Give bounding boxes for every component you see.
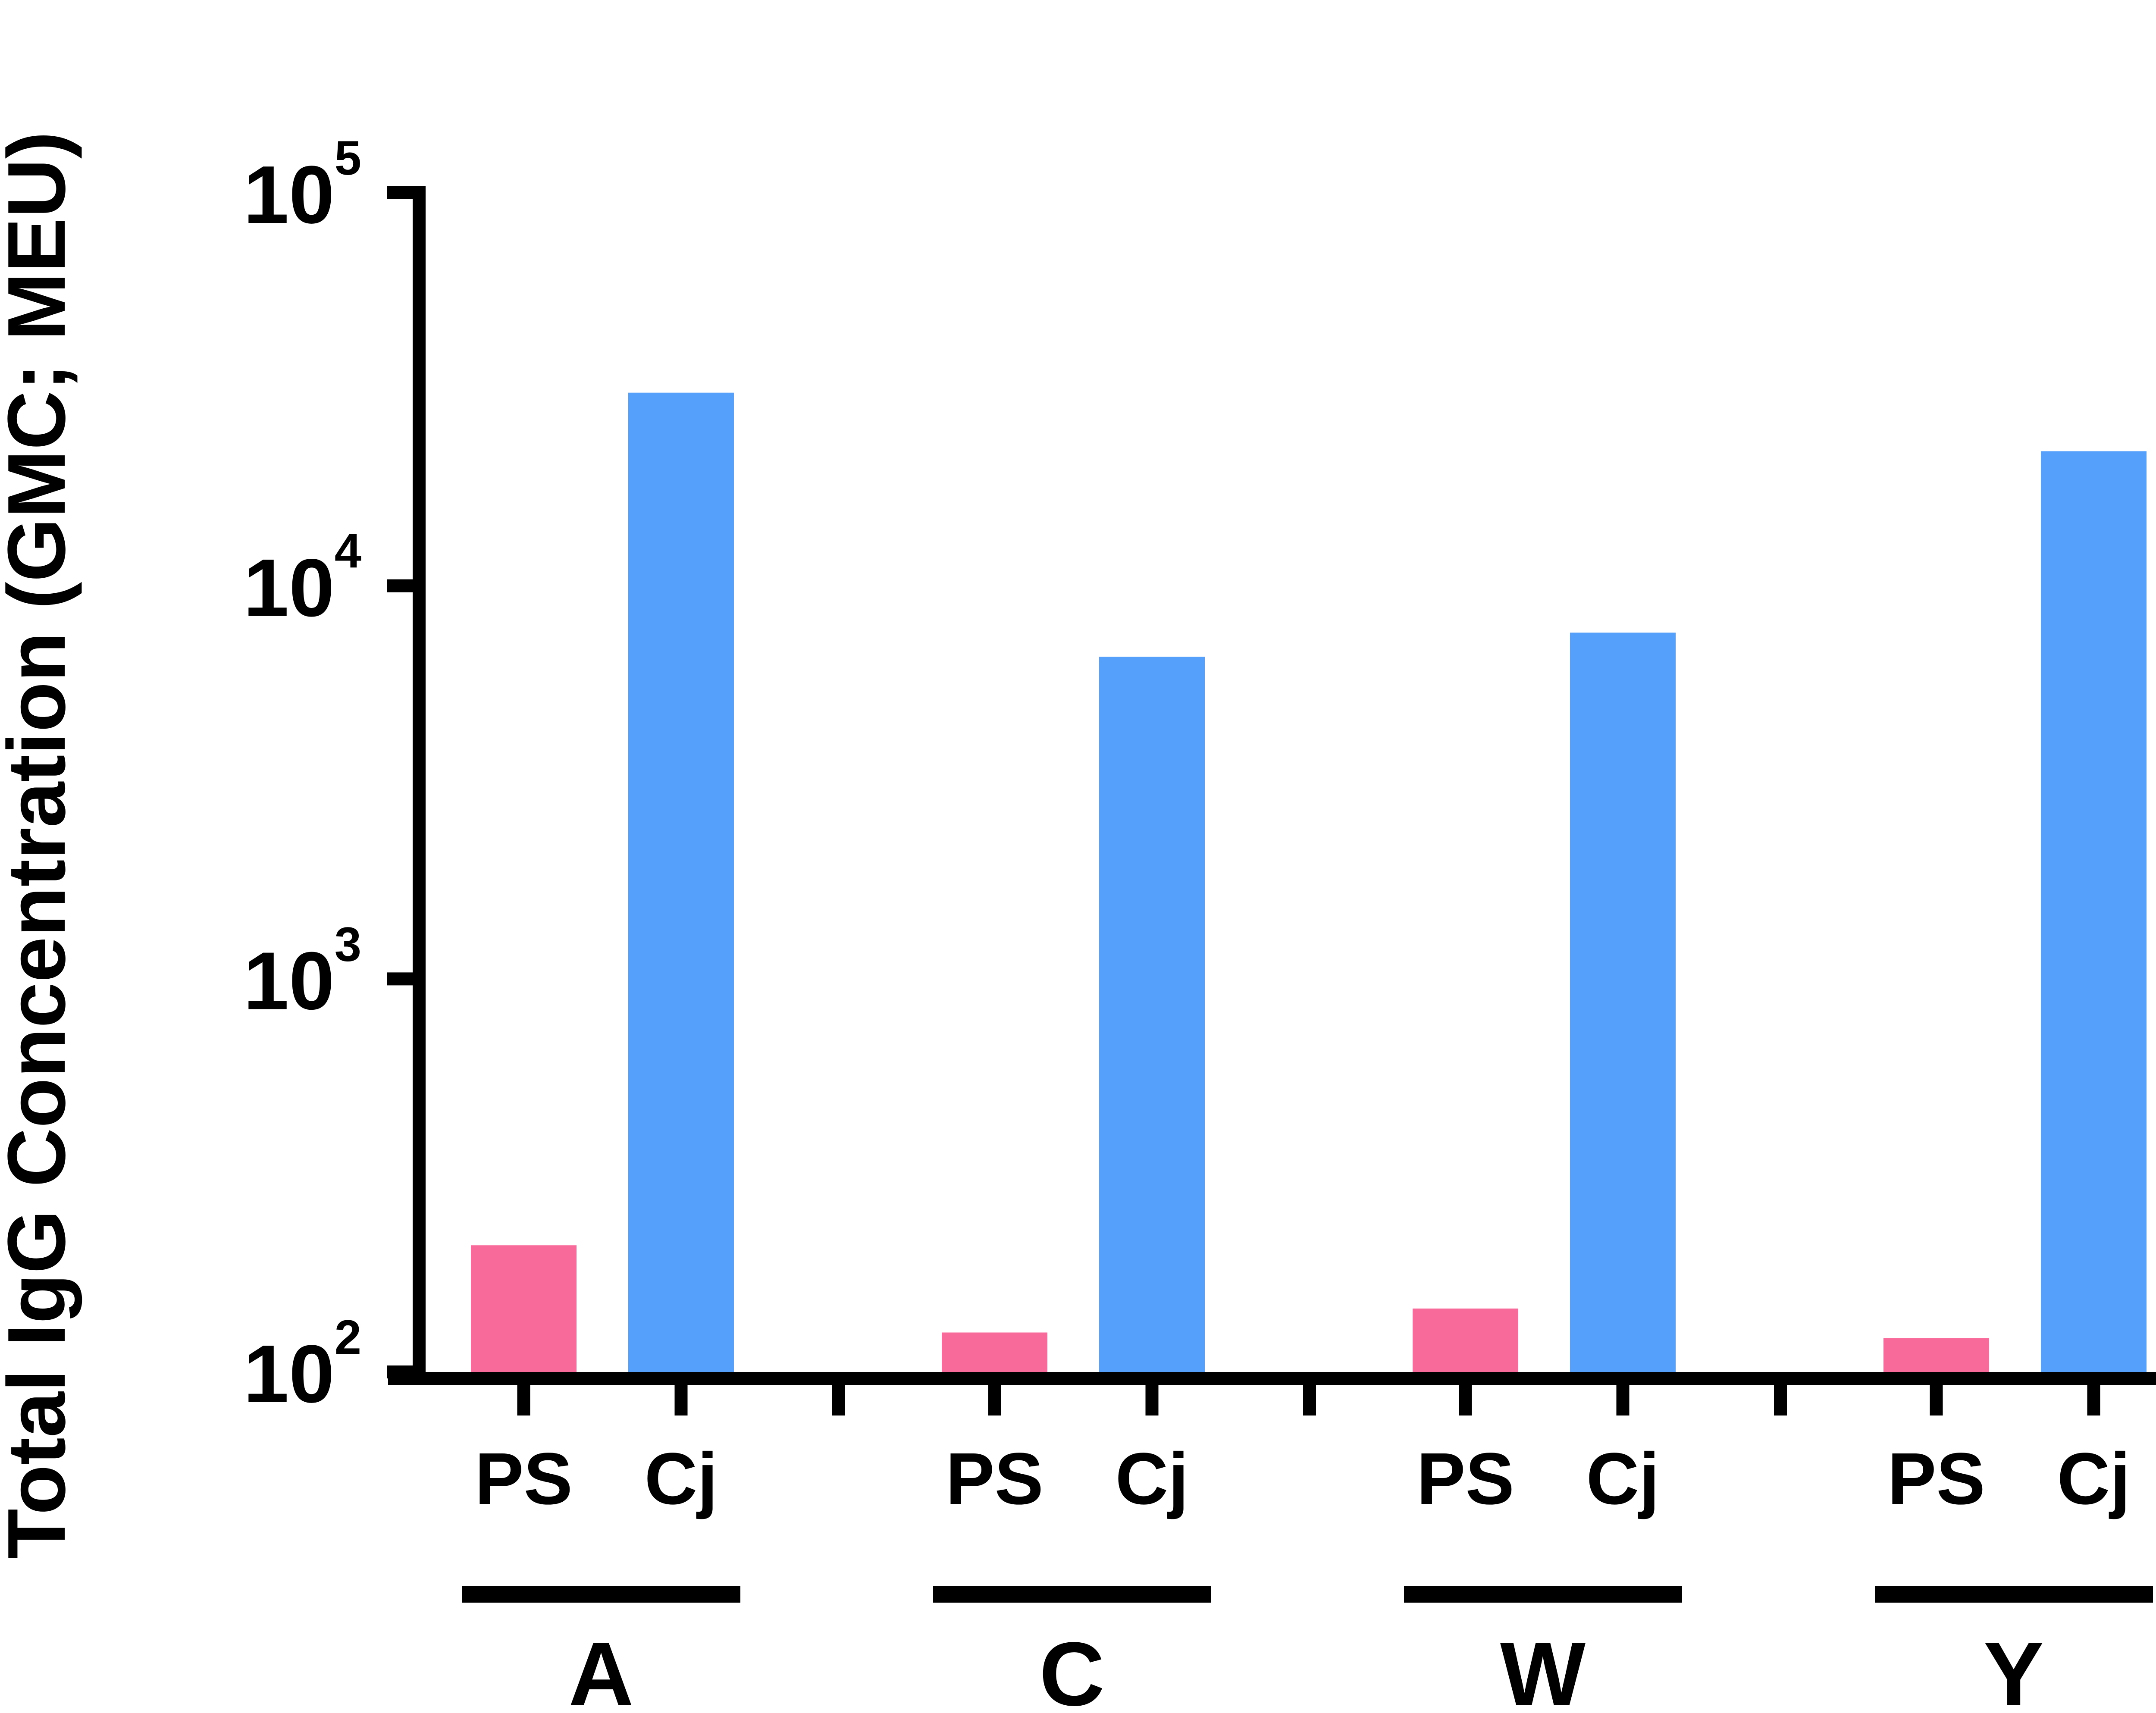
x-series-label: PS [1887,1438,1985,1520]
x-series-label: Cj [645,1438,718,1520]
axes-layer [388,186,2156,1385]
y-tick-label: 104 [243,524,361,634]
x-ticks-layer [517,1378,2100,1415]
x-series-label: PS [475,1438,573,1520]
y-axis-label: Total IgG Concentration (GMC; MEU) [0,132,82,1559]
x-series-label: Cj [1116,1438,1189,1520]
bars-layer [471,392,2147,1373]
y-tick-label: 103 [243,917,361,1027]
group-label-y: Y [1984,1623,2044,1713]
bar-cj-c [1099,657,1205,1373]
bar-cj-a [628,392,734,1373]
y-tick-label: 102 [243,1310,361,1420]
x-series-label: Cj [1586,1438,1660,1520]
y-tick-label: 105 [243,131,361,241]
group-label-c: C [1039,1623,1105,1713]
y-ticks-layer: 102 103 104 105 [243,131,419,1420]
bar-ps-w [1413,1308,1518,1373]
x-series-label: PS [946,1438,1044,1520]
x-series-label: Cj [2057,1438,2131,1520]
group-label-w: W [1500,1623,1586,1713]
bar-cj-w [1570,633,1676,1373]
x-labels-layer: PS Cj A PS Cj C PS Cj W PS Cj Y [462,1438,2153,1713]
bar-ps-a [471,1245,577,1373]
bar-ps-c [942,1332,1047,1373]
x-series-label: PS [1416,1438,1514,1520]
bar-ps-y [1883,1338,1989,1373]
group-label-a: A [568,1623,634,1713]
bar-cj-y [2041,451,2147,1373]
